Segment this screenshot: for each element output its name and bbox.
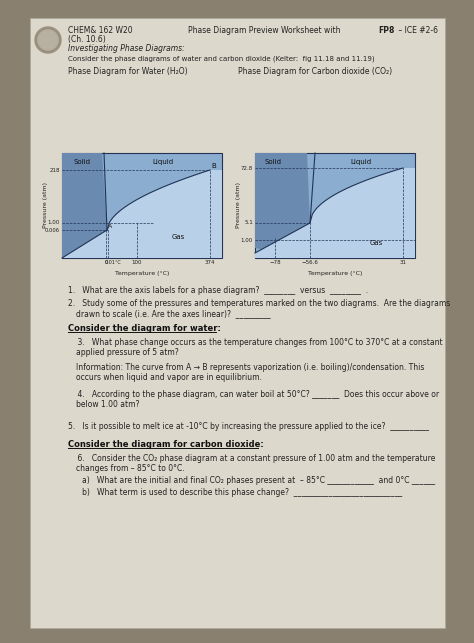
Text: Gas: Gas bbox=[370, 240, 383, 246]
Text: 72.8: 72.8 bbox=[241, 165, 253, 170]
Text: (Ch. 10.6): (Ch. 10.6) bbox=[68, 35, 106, 44]
Text: B: B bbox=[211, 163, 216, 169]
Circle shape bbox=[35, 27, 61, 53]
Bar bbox=[62, 153, 222, 258]
Text: Temperature (°C): Temperature (°C) bbox=[115, 271, 169, 276]
Text: 6.   Consider the CO₂ phase diagram at a constant pressure of 1.00 atm and the t: 6. Consider the CO₂ phase diagram at a c… bbox=[68, 454, 436, 463]
Text: 0.01°C: 0.01°C bbox=[105, 260, 121, 265]
Text: 5.1: 5.1 bbox=[244, 221, 253, 226]
Text: 4.   According to the phase diagram, can water boil at 50°C? _______  Does this : 4. According to the phase diagram, can w… bbox=[68, 390, 439, 399]
Text: 5.   Is it possible to melt ice at -10°C by increasing the pressure applied to t: 5. Is it possible to melt ice at -10°C b… bbox=[68, 422, 429, 431]
Text: Pressure (atm): Pressure (atm) bbox=[237, 183, 241, 228]
Text: 100: 100 bbox=[132, 260, 142, 265]
Text: 374: 374 bbox=[205, 260, 215, 265]
Text: 3.   What phase change occurs as the temperature changes from 100°C to 370°C at : 3. What phase change occurs as the tempe… bbox=[68, 338, 443, 347]
Text: Gas: Gas bbox=[172, 234, 185, 240]
Text: Phase Diagram Preview Worksheet with: Phase Diagram Preview Worksheet with bbox=[188, 26, 343, 35]
Text: FP8: FP8 bbox=[378, 26, 394, 35]
Text: 0: 0 bbox=[104, 260, 108, 265]
Text: Solid: Solid bbox=[74, 159, 91, 165]
Text: Consider the diagram for water:: Consider the diagram for water: bbox=[68, 324, 221, 333]
Text: 1.00: 1.00 bbox=[48, 221, 60, 226]
Text: CHEM& 162 W20: CHEM& 162 W20 bbox=[68, 26, 133, 35]
Text: Liquid: Liquid bbox=[350, 159, 371, 165]
Circle shape bbox=[38, 30, 58, 50]
Bar bbox=[255, 153, 415, 258]
Text: applied pressure of 5 atm?: applied pressure of 5 atm? bbox=[76, 348, 179, 357]
Text: b)   What term is used to describe this phase change?  _________________________: b) What term is used to describe this ph… bbox=[82, 488, 402, 497]
Text: Consider the phase diagrams of water and carbon dioxide (Kelter:  fig 11.18 and : Consider the phase diagrams of water and… bbox=[68, 56, 374, 62]
Polygon shape bbox=[255, 153, 312, 258]
Text: 31: 31 bbox=[400, 260, 407, 265]
Polygon shape bbox=[62, 170, 222, 258]
Text: −78: −78 bbox=[269, 260, 281, 265]
Text: 218: 218 bbox=[49, 167, 60, 172]
Text: 2.   Study some of the pressures and temperatures marked on the two diagrams.  A: 2. Study some of the pressures and tempe… bbox=[68, 299, 450, 308]
Polygon shape bbox=[62, 153, 107, 258]
Text: A: A bbox=[108, 224, 112, 229]
Text: 1.   What are the axis labels for a phase diagram?  ________  versus  ________  : 1. What are the axis labels for a phase … bbox=[68, 286, 368, 295]
Text: Phase Diagram for Water (H₂O): Phase Diagram for Water (H₂O) bbox=[68, 67, 188, 76]
Bar bbox=[30, 18, 445, 628]
Text: – ICE #2-6: – ICE #2-6 bbox=[396, 26, 438, 35]
Text: Liquid: Liquid bbox=[152, 159, 173, 165]
Text: a)   What are the initial and final CO₂ phases present at  – 85°C ____________  : a) What are the initial and final CO₂ ph… bbox=[82, 476, 435, 485]
Text: Pressure (atm): Pressure (atm) bbox=[44, 183, 48, 228]
Text: Consider the diagram for carbon dioxide:: Consider the diagram for carbon dioxide: bbox=[68, 440, 264, 449]
Text: Phase Diagram for Carbon dioxide (CO₂): Phase Diagram for Carbon dioxide (CO₂) bbox=[238, 67, 392, 76]
Polygon shape bbox=[255, 168, 415, 258]
Text: drawn to scale (i.e. Are the axes linear)?  _________: drawn to scale (i.e. Are the axes linear… bbox=[76, 309, 271, 318]
Text: Investigating Phase Diagrams:: Investigating Phase Diagrams: bbox=[68, 44, 185, 53]
Text: below 1.00 atm?: below 1.00 atm? bbox=[76, 400, 139, 409]
Text: Temperature (°C): Temperature (°C) bbox=[308, 271, 362, 276]
Text: Information: The curve from A → B represents vaporization (i.e. boiling)/condens: Information: The curve from A → B repres… bbox=[76, 363, 424, 372]
Text: changes from – 85°C to 0°C.: changes from – 85°C to 0°C. bbox=[76, 464, 185, 473]
Text: −56.6: −56.6 bbox=[301, 260, 319, 265]
Text: 1.00: 1.00 bbox=[241, 237, 253, 242]
Text: 0.006: 0.006 bbox=[45, 228, 60, 233]
Text: Solid: Solid bbox=[265, 159, 282, 165]
Text: occurs when liquid and vapor are in equilibrium.: occurs when liquid and vapor are in equi… bbox=[76, 373, 262, 382]
